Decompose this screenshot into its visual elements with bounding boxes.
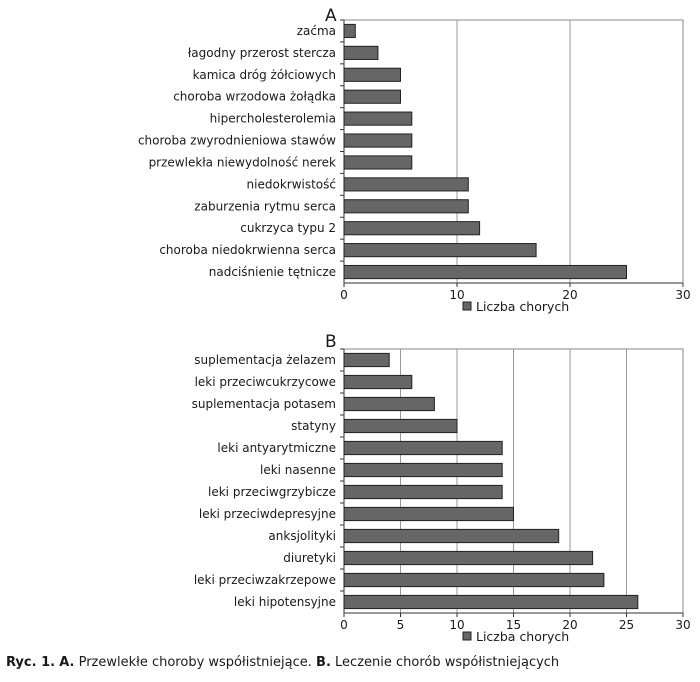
category-label: łagodny przerost stercza <box>188 46 336 60</box>
bar <box>343 550 594 566</box>
bar <box>343 462 503 478</box>
x-tick-label: 5 <box>397 618 405 632</box>
caption-a-text: Przewlekłe choroby współistniejące. <box>78 655 312 670</box>
bar <box>343 352 390 368</box>
category-label: diuretyki <box>283 551 336 565</box>
panel-label: B <box>325 332 337 352</box>
category-label: choroba niedokrwienna serca <box>159 243 336 257</box>
x-tick-label: 0 <box>340 618 348 632</box>
category-label: hipercholesterolemia <box>210 112 336 126</box>
x-tick-label: 25 <box>619 618 634 632</box>
bar <box>343 506 514 522</box>
category-label: zaburzenia rytmu serca <box>194 199 336 213</box>
category-label: suplementacja potasem <box>192 397 336 411</box>
bar <box>343 484 503 500</box>
bar <box>343 396 435 412</box>
bar <box>343 528 560 544</box>
bar <box>343 177 469 192</box>
caption-prefix: Ryc. 1. <box>6 655 56 670</box>
category-label: leki przeciwdepresyjne <box>199 507 336 521</box>
bar <box>343 199 469 214</box>
category-label: leki przeciwcukrzycowe <box>195 375 336 389</box>
panel-label: A <box>325 6 337 26</box>
bar <box>343 243 537 258</box>
category-label: anksjolityki <box>268 529 336 543</box>
figure-caption: Ryc. 1. A. Przewlekłe choroby współistni… <box>6 655 559 670</box>
x-tick-label: 20 <box>562 288 577 302</box>
legend-swatch <box>462 631 472 641</box>
category-label: niedokrwistość <box>247 177 336 191</box>
bar <box>343 572 605 588</box>
bar <box>343 440 503 456</box>
category-label: cukrzyca typu 2 <box>240 221 336 235</box>
bar <box>343 594 639 610</box>
x-tick-label: 10 <box>449 618 464 632</box>
bar <box>343 221 481 236</box>
caption-b-label: B. <box>316 655 331 670</box>
x-tick-label: 15 <box>506 618 521 632</box>
x-tick-label: 20 <box>562 618 577 632</box>
plot-area <box>343 19 684 284</box>
category-label: nadciśnienie tętnicze <box>209 265 336 279</box>
legend-label: Liczba chorych <box>476 629 569 644</box>
bar <box>343 89 401 104</box>
category-label: choroba zwyrodnieniowa stawów <box>138 134 336 148</box>
category-label: zaćma <box>297 24 336 38</box>
category-label: leki nasenne <box>260 463 336 477</box>
category-label: leki przeciwgrzybicze <box>208 485 336 499</box>
legend-swatch <box>462 301 472 311</box>
bar <box>343 23 356 39</box>
bar <box>343 133 413 148</box>
bar <box>343 111 413 126</box>
x-tick-label: 0 <box>340 288 348 302</box>
bar <box>343 264 627 280</box>
category-label: choroba wrzodowa żołądka <box>173 90 336 104</box>
category-label: suplementacja żelazem <box>194 353 336 367</box>
category-label: statyny <box>291 419 336 433</box>
x-tick-label: 30 <box>675 618 690 632</box>
bar <box>343 45 379 60</box>
caption-a-label: A. <box>59 655 75 670</box>
category-label: leki hipotensyjne <box>234 595 336 609</box>
bar <box>343 67 401 82</box>
category-label: kamica dróg żółciowych <box>193 68 336 82</box>
x-tick-label: 10 <box>449 288 464 302</box>
x-tick-label: 30 <box>675 288 690 302</box>
category-label: leki przeciwzakrzepowe <box>194 573 336 587</box>
caption-b-text: Leczenie chorób współistniejących <box>335 655 560 670</box>
legend-label: Liczba chorych <box>476 299 569 314</box>
bar <box>343 155 413 170</box>
bar <box>343 418 458 434</box>
category-label: leki antyarytmiczne <box>217 441 336 455</box>
category-label: przewlekła niewydolność nerek <box>149 155 336 169</box>
bar <box>343 374 413 390</box>
